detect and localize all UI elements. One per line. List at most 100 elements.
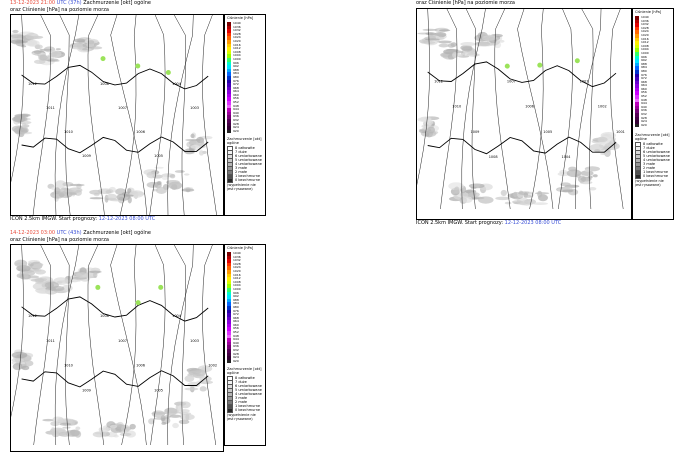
isobar-label: 1008 bbox=[100, 314, 109, 318]
model-info: ICON 2.5km IMGW. Start prognozy: bbox=[10, 216, 97, 222]
cloud-label: 0 bezchmurne bbox=[235, 408, 260, 412]
cloud-cover-patch bbox=[12, 358, 25, 362]
isobar-label: 1012 bbox=[28, 82, 37, 86]
isobar-line bbox=[466, 9, 475, 209]
cloud-cover-patch bbox=[17, 274, 24, 278]
cloud-note-2: jest rysowane) bbox=[635, 183, 661, 187]
panel-header: oraz Ciśnienie [hPa] na poziomie morza bbox=[416, 0, 515, 7]
cloud-cover-patch bbox=[120, 433, 132, 436]
cloud-cover-patch bbox=[15, 40, 28, 43]
pressure-scale-label: 920 bbox=[641, 124, 649, 128]
cloud-cover-patch bbox=[152, 410, 165, 417]
panel-footer: ICON 2.5km IMGW. Start prognozy: 12-12-2… bbox=[10, 216, 155, 222]
cloud-cover-patch bbox=[466, 53, 479, 57]
pressure-legend-title: Ciśnienie [hPa] bbox=[227, 16, 253, 20]
cloud-cover-patch bbox=[462, 196, 473, 203]
pressure-color-scale bbox=[227, 252, 231, 363]
cloud-cover-patch bbox=[184, 388, 198, 391]
isobar-label: 1005 bbox=[543, 130, 552, 134]
cloud-cover-patch bbox=[106, 190, 112, 194]
cloud-legend-subtitle: ogólne bbox=[227, 141, 239, 145]
cloud-cover-patch bbox=[162, 176, 168, 180]
isobar-label: 1011 bbox=[46, 339, 55, 343]
cloud-cover-patch bbox=[190, 134, 194, 138]
marker-spot bbox=[136, 300, 141, 305]
cloud-cover-patch bbox=[185, 139, 201, 141]
cloud-cover-patch bbox=[524, 195, 533, 198]
cloud-cover-patch bbox=[169, 415, 181, 418]
isobar-line bbox=[203, 245, 216, 445]
marker-spot bbox=[101, 56, 106, 61]
legend: Ciśnienie [hPa] 1040 1036 1032 1028 1024 1020… bbox=[224, 244, 266, 446]
cloud-cover-patch bbox=[27, 40, 37, 46]
cloud-cover-patch bbox=[600, 153, 610, 155]
pressure-color-scale bbox=[635, 16, 639, 127]
isobar-line bbox=[530, 9, 544, 209]
panel-header: 14-12-2023 03:00 UTC (43h) Zachmurzenie … bbox=[10, 230, 151, 244]
isobar-label: 1007 bbox=[507, 80, 516, 84]
cloud-cover-patch bbox=[427, 126, 435, 133]
cloud-cover-patch bbox=[439, 29, 450, 31]
cloud-cover-patch bbox=[592, 175, 597, 177]
cloud-cover-patch bbox=[184, 173, 190, 175]
country-border bbox=[428, 137, 616, 154]
cloud-cover-patch bbox=[157, 181, 162, 185]
isobar-label: 1008 bbox=[489, 155, 498, 159]
field-title: Zachmurzenie [okt] ogólne bbox=[83, 0, 151, 6]
cloud-note-2: jest rysowane) bbox=[227, 417, 253, 421]
isobar-label: 1009 bbox=[471, 130, 480, 134]
isobar-label: 1002 bbox=[598, 105, 607, 109]
cloud-cover-patch bbox=[578, 175, 586, 182]
cloud-cover-patch bbox=[495, 197, 510, 201]
cloud-cover-patch bbox=[164, 415, 171, 419]
forecast-time: 14-12-2023 03:00 bbox=[10, 230, 55, 236]
cloud-cover-patch bbox=[199, 150, 204, 155]
cloud-cover-patch bbox=[39, 49, 51, 51]
isobar-label: 1007 bbox=[118, 106, 127, 110]
cloud-cover-patch bbox=[200, 386, 207, 391]
cloud-cover-patch bbox=[460, 42, 475, 46]
cloud-cover-patch bbox=[21, 362, 25, 364]
isobar-label: 1009 bbox=[82, 388, 91, 392]
cloud-cover-patch bbox=[12, 352, 28, 359]
utc-label: UTC bbox=[57, 230, 67, 236]
cloud-cover-patch bbox=[56, 48, 61, 50]
cloud-cover-patch bbox=[35, 44, 43, 49]
isobar-label: 1003 bbox=[580, 80, 589, 84]
cloud-cover-patch bbox=[110, 425, 117, 428]
pressure-scale-swatch bbox=[227, 130, 231, 134]
cloud-legend-subtitle: ogólne bbox=[635, 137, 647, 141]
field-subtitle: oraz Ciśnienie [hPa] na poziomie morza bbox=[416, 0, 515, 6]
field-title: Zachmurzenie [okt] ogólne bbox=[83, 230, 151, 236]
pressure-scale-labels: 1040 1036 1032 1028 1024 1020 1016 1012 1008 1004… bbox=[233, 252, 241, 363]
cloud-cover-patch bbox=[26, 33, 39, 40]
cloud-cover-patch bbox=[585, 169, 591, 172]
pressure-cloud-map: 1012 1011 1010 1009 1008 1007 1006 1005 1004 1003 bbox=[10, 14, 224, 216]
cloud-cover-patch bbox=[475, 41, 490, 46]
cloud-cover-patch bbox=[425, 132, 429, 136]
cloud-cover-patch bbox=[425, 32, 436, 35]
isobar-line bbox=[34, 245, 51, 445]
cloud-cover-patch bbox=[30, 276, 39, 278]
cloud-cover-patch bbox=[185, 375, 195, 382]
pressure-scale-swatch bbox=[635, 124, 639, 128]
cloud-cover-patch bbox=[39, 55, 47, 61]
lead-time: (37h) bbox=[68, 0, 81, 6]
isobar-label: 1010 bbox=[64, 364, 73, 368]
isobar-label: 1010 bbox=[64, 130, 73, 134]
cloud-cover-patch bbox=[45, 282, 59, 289]
cloud-note-2: jest rysowane) bbox=[227, 187, 253, 191]
pressure-scale-swatch bbox=[227, 360, 231, 364]
cloud-cover-patch bbox=[75, 426, 80, 430]
cloud-cover-patch bbox=[13, 363, 23, 370]
cloud-cover-patch bbox=[423, 29, 438, 31]
cloud-cover-patch bbox=[70, 193, 77, 195]
isobar-label: 1003 bbox=[190, 106, 199, 110]
isobar-label: 1012 bbox=[28, 314, 37, 318]
pressure-legend-title: Ciśnienie [hPa] bbox=[227, 246, 253, 250]
marker-spot bbox=[537, 63, 542, 68]
cloud-cover-patch bbox=[21, 366, 29, 370]
cloud-swatch bbox=[227, 178, 233, 183]
isobar-line bbox=[122, 245, 136, 445]
cloud-cover-patch bbox=[14, 260, 27, 268]
